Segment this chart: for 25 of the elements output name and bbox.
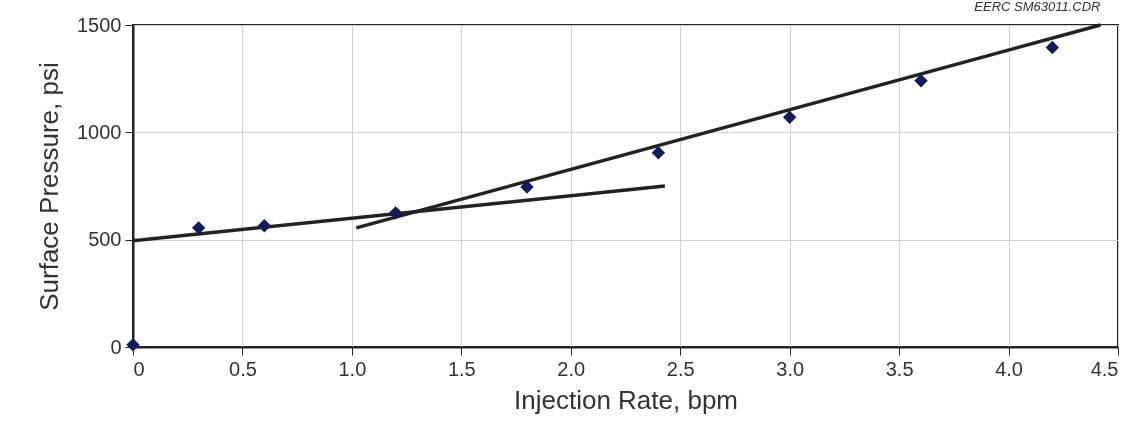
point [257, 219, 272, 233]
y-tick-label: 1500 [77, 13, 122, 36]
x-axis-title: Injection Rate, bpm [513, 384, 739, 415]
point [651, 146, 666, 160]
text: EERC SM63011.CDR [974, 0, 1101, 14]
point [520, 180, 534, 194]
x-tick-label: 1.5 [447, 357, 476, 380]
x-tick-label: 0 [133, 357, 145, 380]
point [388, 206, 403, 220]
x-tick-label: 3.0 [776, 357, 805, 380]
y-tick-label: 500 [88, 228, 122, 251]
point [782, 110, 797, 125]
x-tick-label: 2.0 [557, 357, 586, 380]
x-tick-label: 4.5 [1090, 357, 1119, 380]
point [191, 221, 206, 235]
x-tick-label: 1.0 [338, 357, 367, 380]
y-tick-label: 1000 [77, 120, 122, 143]
x-tick-label: 3.5 [885, 357, 914, 380]
x-tick-label: 2.5 [666, 357, 695, 380]
point [1045, 40, 1060, 55]
x-tick-label: 0.5 [229, 357, 257, 380]
y-axis-title: Surface Pressure, psi [34, 62, 65, 311]
point [914, 74, 928, 88]
y-tick-label: 0 [110, 335, 122, 358]
x-tick-label: 4.0 [995, 357, 1023, 380]
